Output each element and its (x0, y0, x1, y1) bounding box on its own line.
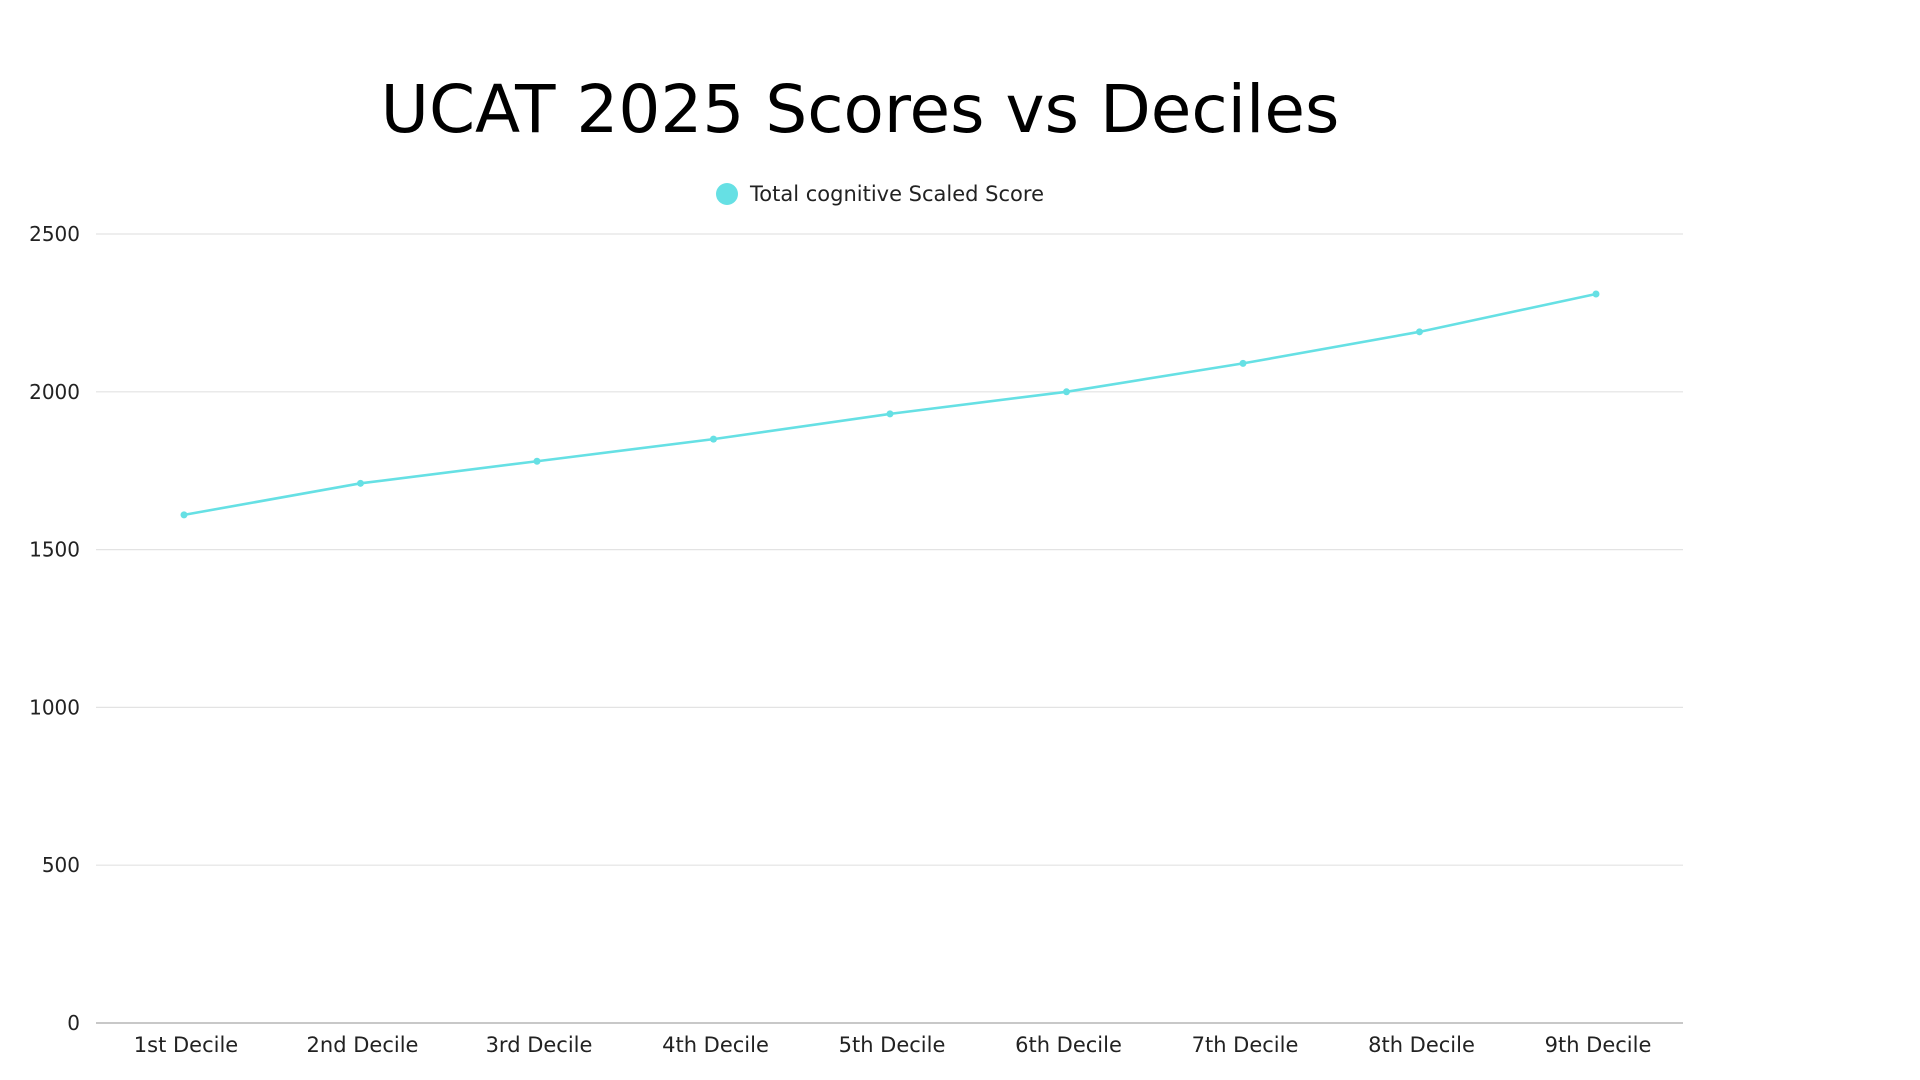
y-tick-label: 1000 (29, 695, 80, 719)
x-tick-label: 5th Decile (839, 1033, 946, 1057)
legend-marker (716, 183, 738, 205)
data-point[interactable] (180, 511, 188, 519)
data-point[interactable] (357, 479, 364, 487)
y-tick-label: 500 (42, 853, 80, 877)
x-tick-label: 7th Decile (1192, 1033, 1299, 1057)
data-point[interactable] (1239, 359, 1247, 367)
data-point[interactable] (886, 410, 894, 418)
data-point[interactable] (1592, 290, 1600, 298)
data-point[interactable] (533, 457, 541, 465)
x-tick-label: 6th Decile (1015, 1033, 1122, 1057)
series-line (183, 292, 1597, 517)
y-tick-label: 2000 (29, 380, 80, 404)
legend-label: Total cognitive Scaled Score (749, 182, 1044, 206)
y-tick-label: 1500 (29, 538, 80, 562)
y-tick-label: 0 (67, 1011, 80, 1035)
data-point[interactable] (1063, 388, 1070, 396)
series-layer (180, 290, 1600, 519)
x-tick-label: 1st Decile (134, 1033, 238, 1057)
x-tick-label: 2nd Decile (307, 1033, 419, 1057)
x-axis-ticks: 1st Decile 2nd Decile 3rd Decile 4th Decile… (134, 1033, 1652, 1057)
x-tick-label: 3rd Decile (486, 1033, 593, 1057)
y-axis-ticks: 0 500 1000 1500 2000 2500 (29, 222, 80, 1035)
x-tick-label: 4th Decile (662, 1033, 769, 1057)
y-tick-label: 2500 (29, 222, 80, 246)
gridlines (96, 233, 1683, 866)
x-tick-label: 9th Decile (1545, 1033, 1652, 1057)
data-point[interactable] (710, 435, 717, 443)
legend: Total cognitive Scaled Score (716, 182, 1044, 206)
x-tick-label: 8th Decile (1368, 1033, 1475, 1057)
chart-title: UCAT 2025 Scores vs Deciles (381, 71, 1340, 148)
data-point[interactable] (1416, 328, 1423, 336)
